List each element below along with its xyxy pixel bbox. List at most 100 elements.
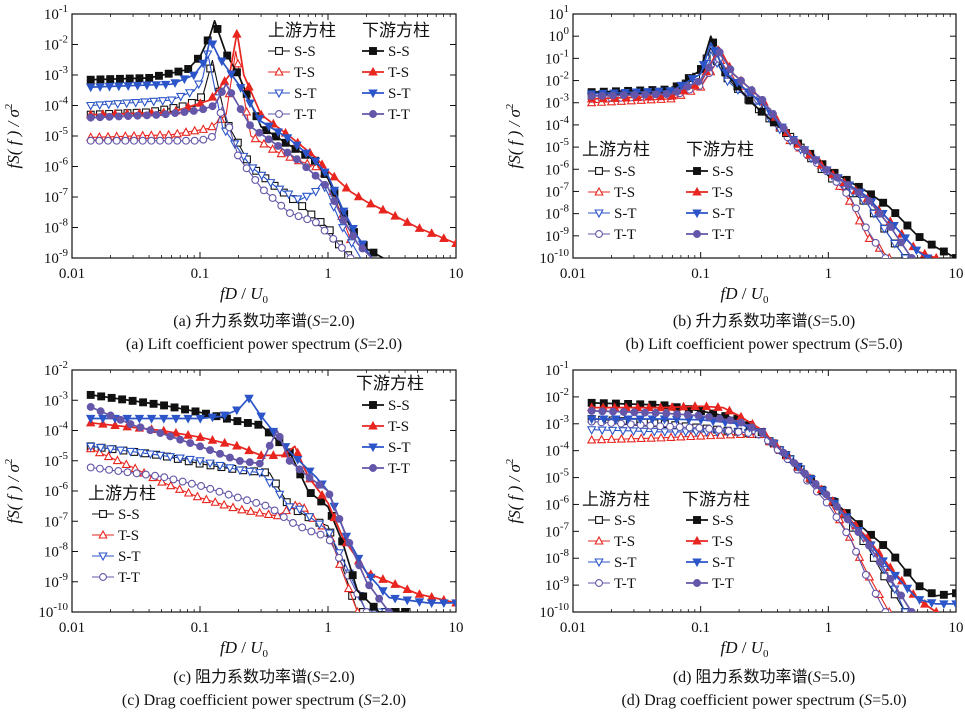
data-point (897, 591, 906, 600)
data-point (724, 426, 733, 435)
data-point (170, 79, 180, 88)
data-point (104, 136, 112, 145)
legend: 下游方柱 S-S T-S S-T T-T 上游方柱 S-S T-S S-T T-T (88, 374, 424, 586)
data-point (233, 58, 243, 68)
data-point (136, 423, 145, 432)
data-point (317, 489, 327, 499)
data-point (343, 583, 354, 593)
data-point (155, 71, 163, 80)
y-tick-label: 10-5 (44, 450, 69, 470)
data-point (135, 449, 146, 458)
data-point (268, 450, 279, 459)
data-point (879, 198, 888, 207)
data-point (225, 464, 235, 473)
data-point (279, 513, 288, 522)
data-point (281, 505, 292, 515)
data-point (126, 420, 135, 429)
data-point (146, 426, 155, 435)
data-point (85, 101, 96, 111)
data-point (207, 91, 218, 101)
data-point (330, 197, 339, 206)
chart-panel-c: 0.01 0.1 1 10 10-10 10-9 10-8 10-7 10-6 10-5 10-4 1… (3, 359, 464, 660)
data-point (265, 441, 274, 450)
data-point (662, 90, 671, 99)
data-point (274, 141, 283, 150)
y-tick-label: 10-4 (545, 114, 570, 134)
data-point (181, 127, 191, 136)
data-point (245, 467, 255, 477)
data-point (86, 403, 95, 411)
data-point (201, 494, 212, 504)
data-point (598, 91, 607, 100)
data-point (900, 234, 911, 244)
data-point (194, 54, 202, 63)
data-point (843, 180, 852, 189)
data-point (94, 101, 105, 111)
caption-en: (c) Drag coefficient power spectrum (S=2… (122, 692, 406, 709)
y-tick-label: 10-1 (44, 3, 68, 23)
data-point (133, 111, 142, 120)
data-point (285, 456, 294, 465)
legend-marker (368, 66, 378, 76)
data-point (844, 196, 855, 205)
data-point (747, 86, 756, 95)
data-point (156, 429, 165, 438)
data-point (890, 239, 900, 249)
legend-label: S-S (614, 164, 636, 180)
legend-label: S-S (118, 507, 140, 523)
data-point (378, 204, 388, 214)
data-point (228, 502, 238, 512)
y-tick-label: 101 (549, 3, 570, 23)
caption-zh: (d) 阻力系数功率谱(S=5.0) (673, 668, 855, 686)
data-point (130, 98, 141, 108)
data-point (97, 392, 106, 401)
data-point (172, 128, 183, 138)
legend-label: S-T (712, 555, 735, 571)
data-point (617, 419, 625, 428)
data-point (298, 523, 307, 532)
legend-marker (368, 420, 378, 430)
series-line (90, 53, 362, 258)
data-point (939, 600, 949, 610)
data-point (348, 571, 357, 580)
data-point (148, 97, 159, 107)
data-point (871, 238, 880, 247)
caption-zh: (b) 升力系数功率谱(S=5.0) (673, 312, 855, 330)
data-point (933, 606, 940, 612)
data-point (325, 536, 334, 545)
data-point (915, 233, 924, 242)
data-point (225, 453, 234, 462)
data-point (854, 188, 863, 197)
data-point (175, 92, 186, 102)
data-point (159, 414, 169, 424)
data-point (694, 411, 703, 420)
data-point (307, 527, 316, 536)
data-point (112, 100, 123, 109)
caption-en: (d) Drag coefficient power spectrum (S=5… (621, 692, 906, 709)
data-point (219, 76, 230, 85)
data-point (705, 424, 714, 433)
y-tick-label: 10-6 (545, 158, 570, 178)
data-point (95, 444, 106, 453)
data-point (402, 584, 413, 594)
y-tick-label: 10-5 (44, 125, 69, 145)
data-point (152, 110, 161, 119)
data-point (713, 402, 723, 411)
data-point (165, 453, 175, 462)
data-point (244, 81, 254, 91)
data-point (334, 549, 345, 558)
data-point (121, 459, 132, 469)
legend-marker (369, 401, 377, 409)
data-point (306, 489, 315, 498)
data-point (256, 412, 266, 422)
data-point (701, 401, 712, 411)
legend-header-downstream: 下游方柱 (682, 490, 750, 509)
x-tick-label: 10 (449, 620, 464, 636)
data-point (227, 89, 236, 97)
data-point (166, 480, 176, 490)
data-point (185, 455, 195, 465)
legend-marker (693, 167, 701, 175)
data-point (255, 128, 264, 137)
data-point (951, 600, 956, 610)
data-point (611, 415, 621, 425)
